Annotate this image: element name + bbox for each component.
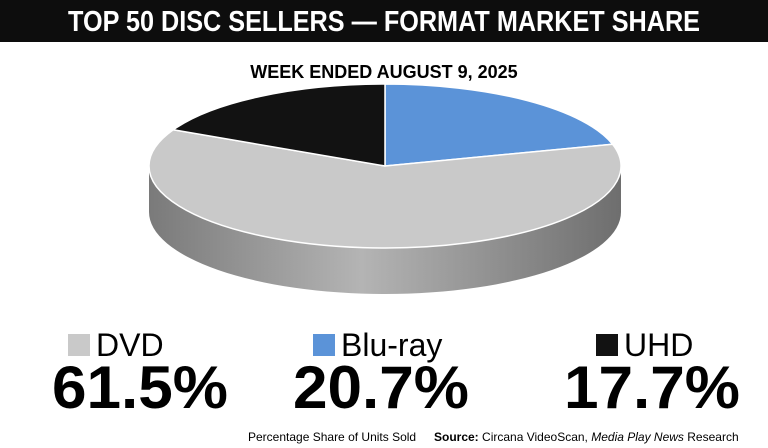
note: Percentage Share of Units Sold — [248, 430, 416, 444]
value-label: 20.7% — [293, 354, 469, 421]
value-label: 17.7% — [564, 354, 740, 421]
slice — [384, 83, 614, 167]
legend-label: Blu-ray — [341, 327, 442, 363]
legend-swatch — [313, 334, 335, 356]
pie — [148, 83, 622, 294]
chart-title: TOP 50 DISC SELLERS — FORMAT MARKET SHAR… — [68, 6, 700, 38]
legend-swatch — [596, 334, 618, 356]
slice-side — [149, 166, 621, 294]
source: Source: Circana VideoScan, Media Play Ne… — [434, 430, 739, 444]
source-text: Media Play News — [591, 430, 684, 444]
slice — [148, 129, 622, 249]
source-text: Circana VideoScan, — [482, 430, 591, 444]
chart-subtitle: WEEK ENDED AUGUST 9, 2025 — [250, 62, 517, 82]
slice — [172, 83, 386, 167]
source-text: Research — [684, 430, 739, 444]
legend-label: UHD — [624, 327, 693, 363]
value-label: 61.5% — [52, 354, 228, 421]
title-bar — [0, 0, 768, 42]
legend-swatch — [68, 334, 90, 356]
source-label: Source: — [434, 430, 479, 444]
legend-label: DVD — [96, 327, 164, 363]
